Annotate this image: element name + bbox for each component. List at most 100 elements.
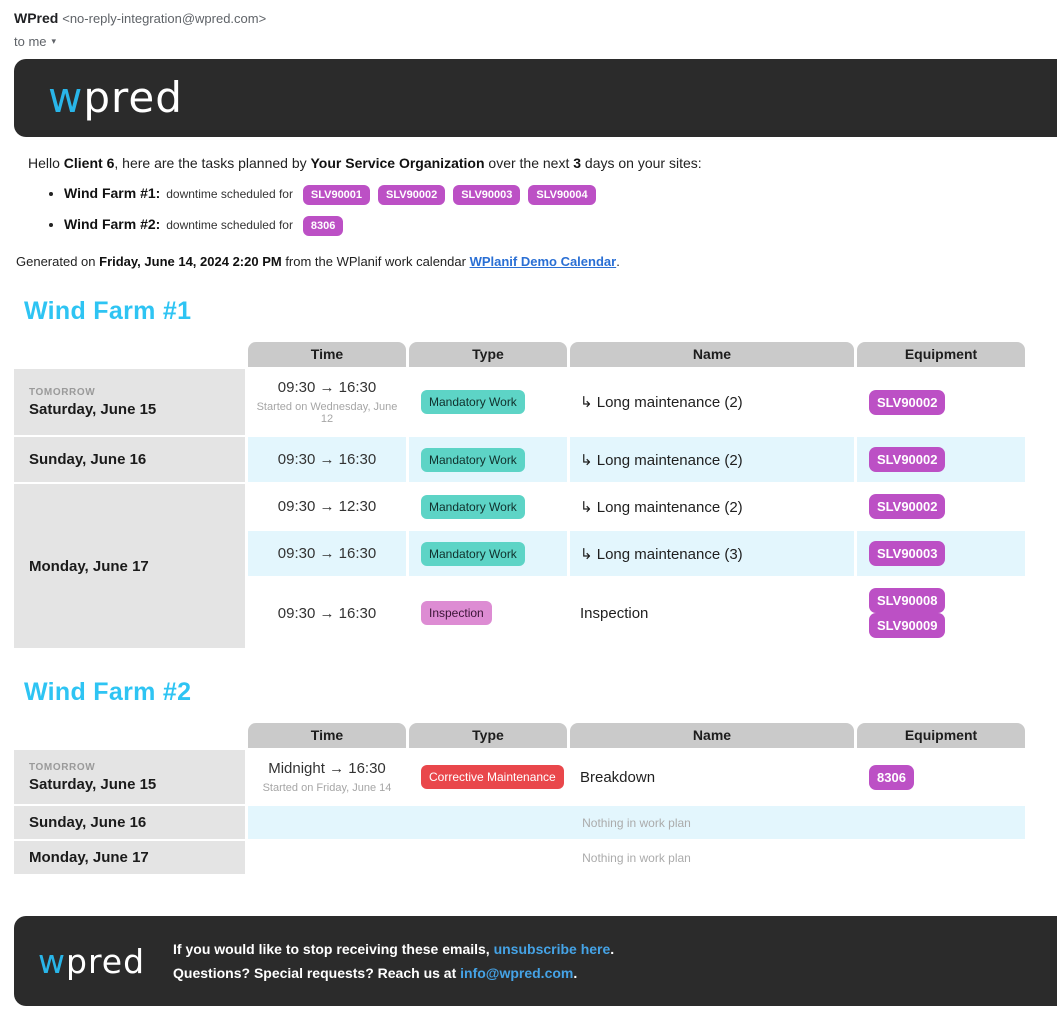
time-cell: Midnight → 16:30 Started on Friday, June … — [248, 750, 406, 804]
downtime-label: downtime scheduled for — [166, 218, 293, 232]
email-body: Hello Client 6, here are the tasks plann… — [0, 155, 1057, 876]
wplanif-calendar-link[interactable]: WPlanif Demo Calendar — [469, 254, 617, 269]
task-type-badge: Mandatory Work — [421, 494, 525, 519]
logo-rest: pred — [83, 73, 183, 122]
site-badges: SLV90001 SLV90002 SLV90003 SLV90004 — [302, 185, 604, 205]
equipment-cell: SLV90002 — [857, 484, 1025, 529]
unsubscribe-line: If you would like to stop receiving thes… — [173, 940, 615, 957]
type-cell: Inspection — [409, 578, 567, 648]
summary-item-wind-farm-2: Wind Farm #2: downtime scheduled for 830… — [64, 216, 1043, 236]
table-row: 09:30 → 16:30 Mandatory Work ↳ Long mainte… — [14, 531, 1025, 576]
type-cell: Mandatory Work — [409, 531, 567, 576]
wpred-logo: wpred — [48, 77, 183, 119]
equipment-badge: SLV90002 — [869, 389, 946, 415]
site-badges: 8306 — [302, 216, 351, 236]
column-header-name: Name — [570, 342, 854, 367]
equipment-badge: SLV90003 — [869, 541, 946, 566]
recipient-dropdown[interactable]: to me ▾ — [14, 34, 56, 49]
time-cell: 09:30 → 16:30 — [248, 578, 406, 648]
time-cell: 09:30 → 16:30 — [248, 531, 406, 576]
column-header-time: Time — [248, 723, 406, 748]
table-header-row: Time Type Name Equipment — [14, 342, 1025, 367]
task-name-cell: ↳ Long maintenance (3) — [570, 531, 854, 576]
date-cell: Monday, June 17 — [14, 841, 245, 874]
sender-line: WPred <no-reply-integration@wpred.com> — [14, 10, 1057, 26]
client-name: Client 6 — [63, 155, 115, 171]
task-name-cell: ↳ Long maintenance (2) — [570, 369, 854, 435]
table-row: TOMORROW Saturday, June 15 Midnight → 16:3… — [14, 750, 1025, 804]
task-type-badge: Corrective Maintenance — [421, 765, 564, 789]
brand-footer: wpred If you would like to stop receivin… — [14, 916, 1057, 1006]
equipment-cell: SLV90008SLV90009 — [857, 578, 1025, 648]
equipment-badge: SLV90002 — [869, 494, 946, 519]
time-range: Midnight → 16:30 — [268, 760, 386, 777]
tomorrow-label: TOMORROW — [29, 761, 96, 773]
time-range: 09:30 → 16:30 — [277, 604, 377, 622]
downtime-equipment-badge: SLV90002 — [378, 185, 446, 205]
farm-table-0: Time Type Name Equipment TOMORROW Saturday, J… — [11, 340, 1028, 650]
column-header-time: Time — [248, 342, 406, 367]
equipment-badge: SLV90002 — [869, 447, 946, 472]
table-row: Sunday, June 16 Nothing in work plan — [14, 806, 1025, 839]
day-name: Saturday, June 15 — [29, 400, 157, 418]
table-corner-cell — [14, 723, 245, 748]
time-started-note: Started on Wednesday, June 12 — [256, 401, 398, 425]
farm-title: Wind Farm #1 — [24, 297, 192, 325]
column-header-type: Type — [409, 342, 567, 367]
generated-datetime: Friday, June 14, 2024 2:20 PM — [99, 254, 282, 269]
downtime-equipment-badge: 8306 — [302, 216, 344, 236]
equipment-cell: SLV90003 — [857, 531, 1025, 576]
days-count: 3 — [573, 155, 582, 171]
wind-farm-2-section: Wind Farm #2 Time Type Name Equipment TOMORR… — [14, 678, 1043, 876]
equipment-cell: SLV90002 — [857, 437, 1025, 482]
day-name: Saturday, June 15 — [29, 775, 157, 793]
day-name: Monday, June 17 — [29, 849, 149, 866]
downtime-equipment-badge: SLV90001 — [302, 185, 371, 205]
task-name-cell: ↳ Long maintenance (2) — [570, 437, 854, 482]
type-cell: Corrective Maintenance — [409, 750, 567, 804]
empty-plan-cell: Nothing in work plan — [248, 841, 1025, 874]
wind-farm-1-section: Wind Farm #1 Time Type Name Equipment TOMORR… — [14, 297, 1043, 650]
unsubscribe-link[interactable]: unsubscribe here — [493, 940, 611, 957]
summary-item-wind-farm-1: Wind Farm #1: downtime scheduled for SLV… — [64, 185, 1043, 205]
task-type-badge: Mandatory Work — [421, 390, 525, 414]
equipment-badge: SLV90009 — [869, 613, 946, 638]
table-row: 09:30 → 16:30 Inspection Inspection SLV9000… — [14, 578, 1025, 648]
table-row: TOMORROW Saturday, June 15 09:30 → 16:30 St… — [14, 369, 1025, 435]
task-type-badge: Mandatory Work — [421, 447, 525, 472]
date-cell: TOMORROW Saturday, June 15 — [14, 369, 245, 435]
table-header-row: Time Type Name Equipment — [14, 723, 1025, 748]
task-name-cell: ↳ Long maintenance (2) — [570, 484, 854, 529]
time-range: 09:30 → 16:30 — [277, 379, 377, 396]
task-name-cell: Breakdown — [570, 750, 854, 804]
logo-w-letter: w — [38, 941, 66, 981]
task-type-badge: Mandatory Work — [421, 541, 525, 566]
downtime-equipment-badge: SLV90004 — [528, 185, 596, 205]
contact-line: Questions? Special requests? Reach us at… — [173, 965, 578, 981]
time-cell: 09:30 → 16:30 — [248, 437, 406, 482]
task-type-badge: Inspection — [421, 601, 492, 625]
task-name-cell: Inspection — [570, 578, 854, 648]
brand-header: wpred — [14, 59, 1057, 137]
table-row: Sunday, June 16 09:30 → 16:30 Mandatory Wo… — [14, 437, 1025, 482]
day-name: Monday, June 17 — [29, 557, 149, 575]
sender-address: <no-reply-integration@wpred.com> — [62, 11, 267, 26]
equipment-cell: SLV90002 — [857, 369, 1025, 435]
farm-table-1: Time Type Name Equipment TOMORROW Saturday, J… — [11, 721, 1028, 876]
contact-email-link[interactable]: info@wpred.com — [460, 965, 574, 981]
time-cell: 09:30 → 12:30 — [248, 484, 406, 529]
table-corner-cell — [14, 342, 245, 367]
bottom-spacer — [0, 1006, 1057, 1020]
sender-name: WPred — [14, 10, 59, 26]
day-name: Sunday, June 16 — [29, 814, 147, 831]
site-name: Wind Farm #1: — [64, 185, 161, 201]
site-summary-list: Wind Farm #1: downtime scheduled for SLV… — [48, 185, 1043, 236]
equipment-badge: 8306 — [869, 764, 914, 790]
type-cell: Mandatory Work — [409, 437, 567, 482]
time-range: 09:30 → 16:30 — [277, 545, 377, 562]
chevron-down-icon: ▾ — [51, 36, 57, 46]
time-range: 09:30 → 12:30 — [277, 498, 377, 515]
date-cell: Sunday, June 16 — [14, 437, 245, 482]
column-header-type: Type — [409, 723, 567, 748]
footer-text: If you would like to stop receiving thes… — [173, 937, 614, 986]
